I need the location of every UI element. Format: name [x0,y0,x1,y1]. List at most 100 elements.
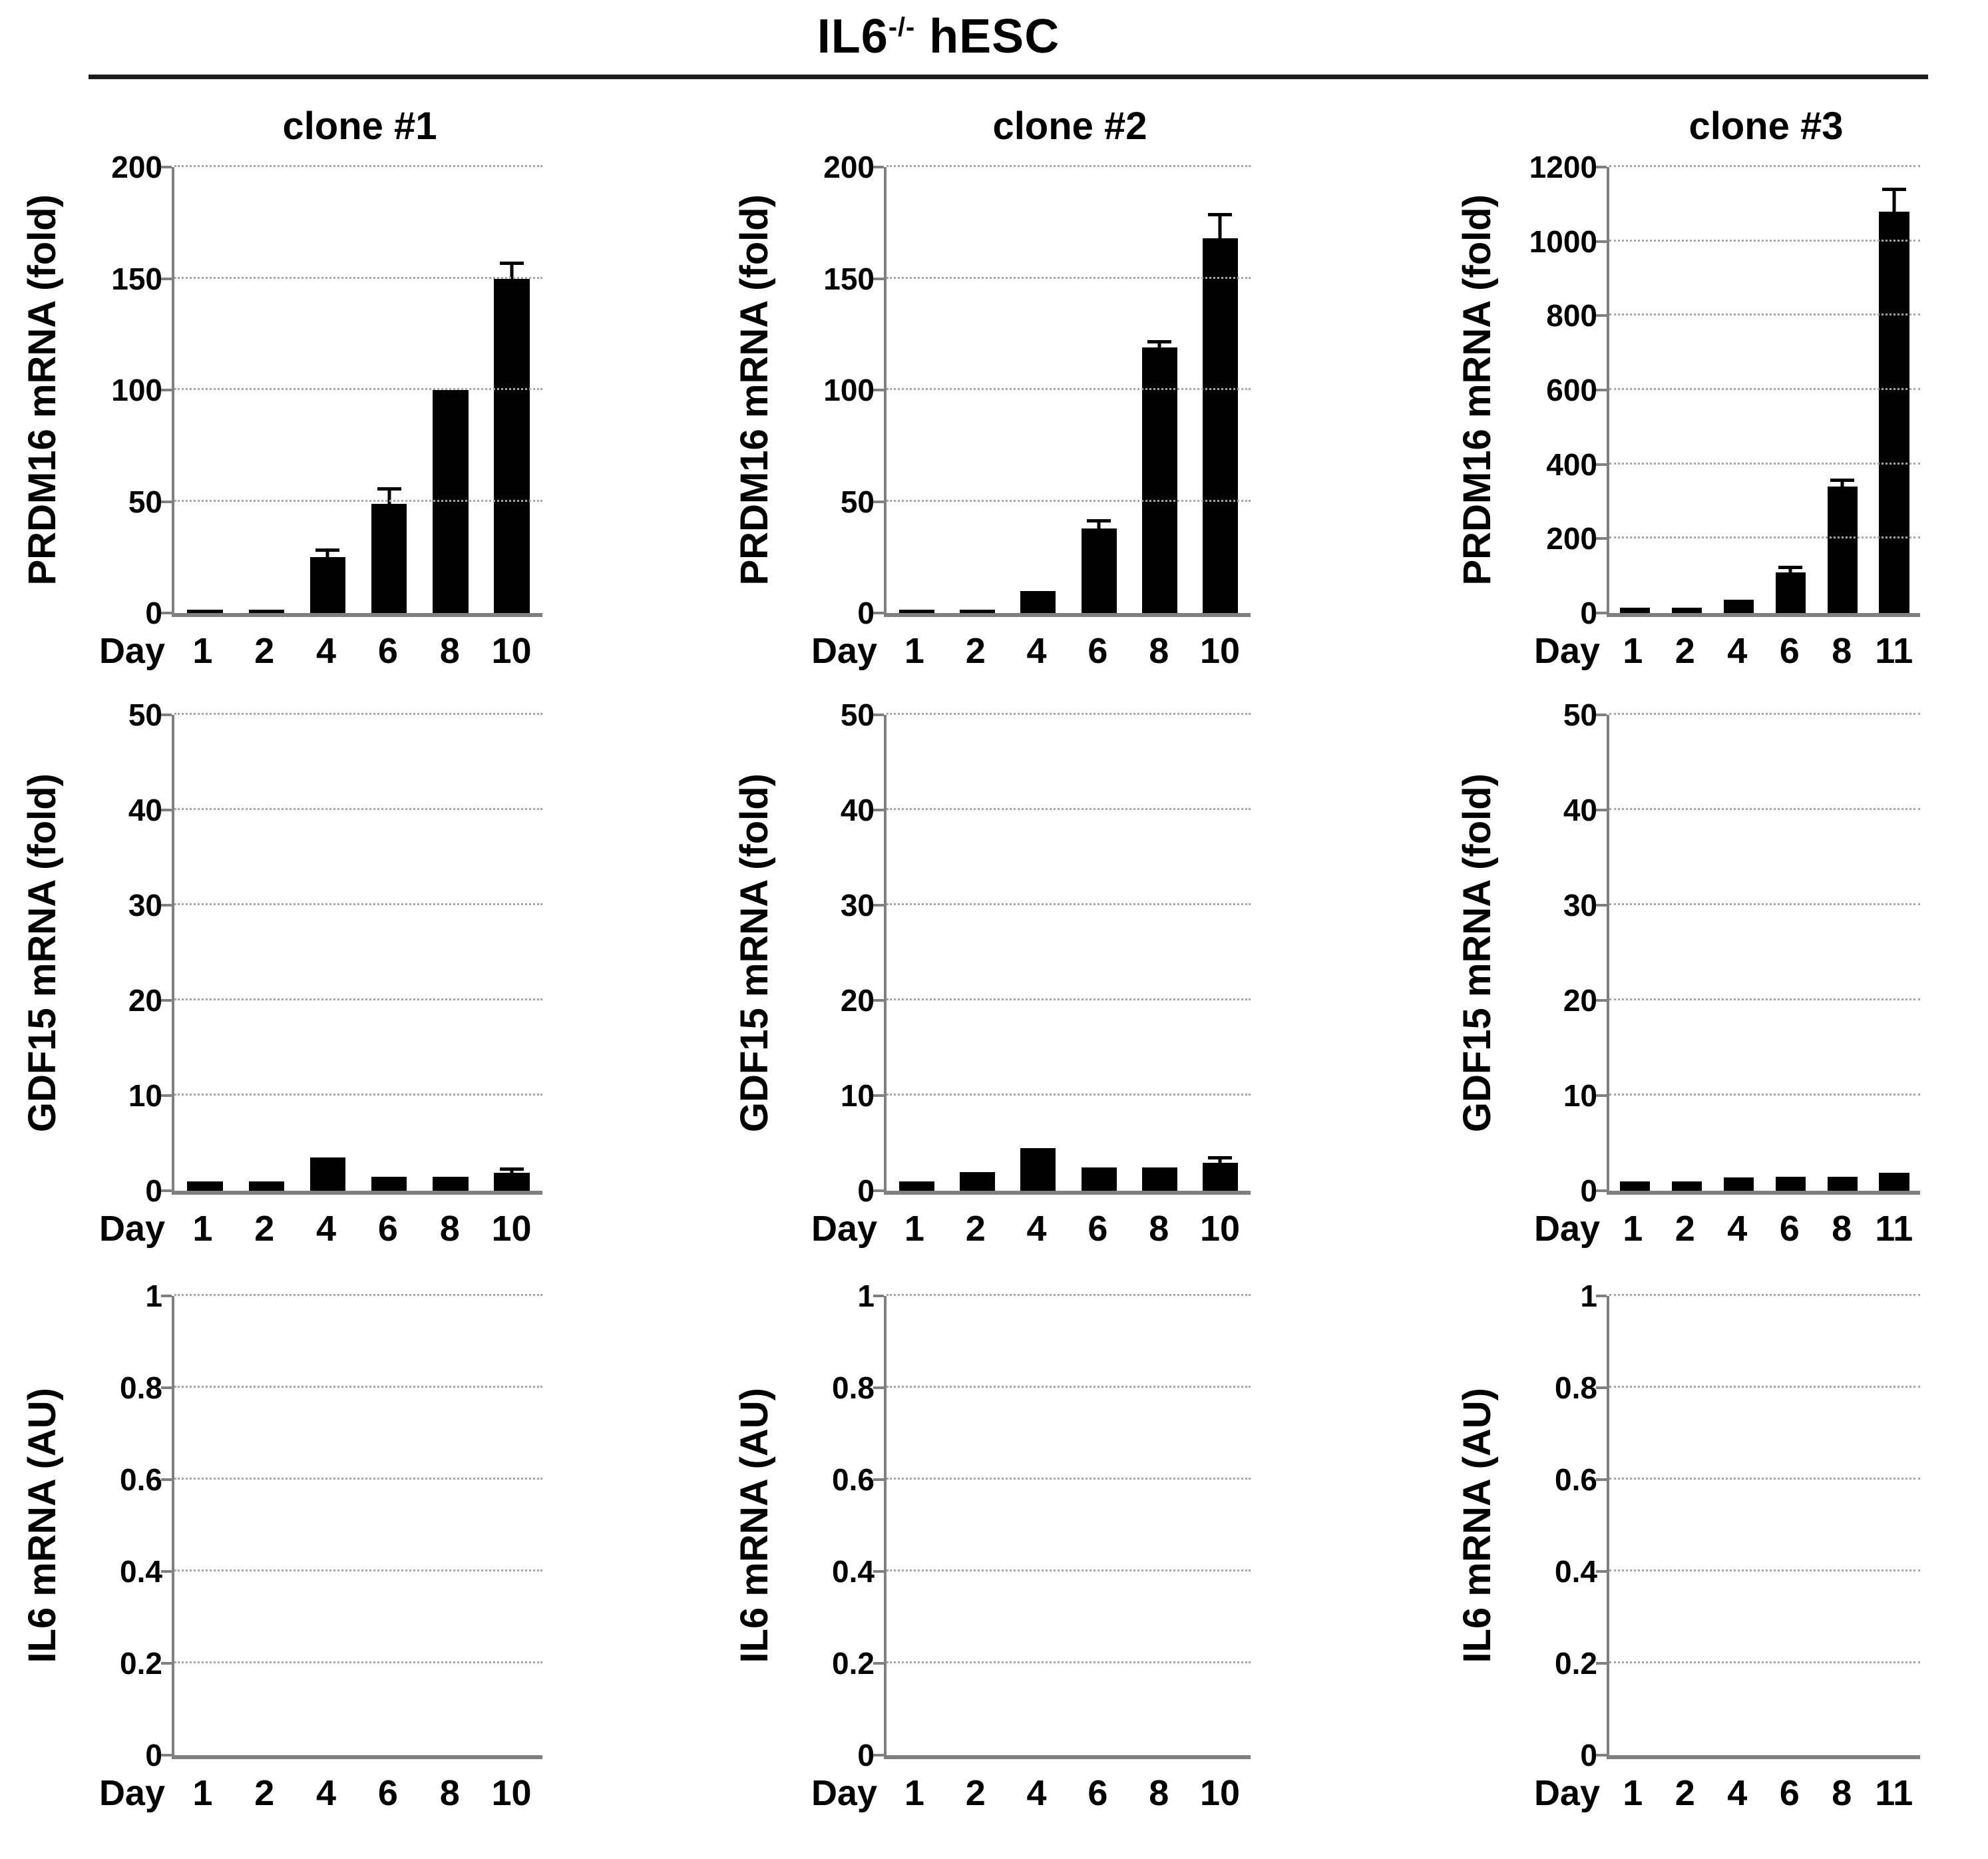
y-tick-label: 30 [840,888,875,923]
y-tick-labels: 0 0.2 0.4 0.6 0.8 1 [784,1281,884,1770]
x-tick-label: 11 [1875,631,1913,671]
x-axis-day-label: Day [99,1772,165,1813]
bars-row [174,167,542,613]
y-tick-label: 10 [840,1078,875,1114]
x-tick-label: 4 [1727,1209,1748,1249]
error-bar [1087,519,1111,528]
y-tick-label: 40 [1563,793,1597,828]
bar [1672,607,1702,613]
bar [494,1167,530,1191]
x-tick-label: 10 [1200,1209,1241,1249]
bar [1827,479,1858,613]
y-tick-mark [161,1478,172,1481]
x-tick-label: 8 [1149,631,1169,671]
plot-area [1596,713,1920,1195]
x-axis-day-label: Day [99,631,165,671]
error-bar-line [1840,482,1844,487]
x-axis-row: Day 1 2 4 6 8 11 [1447,631,1988,671]
y-tick-mark [873,1661,884,1665]
chart: clone #1 PRDM16 mRNA (fold) 0 50 100 150 200… [0,103,662,671]
bar [187,1181,223,1191]
y-tick-label: 50 [1563,698,1597,733]
bars-row [174,1296,542,1755]
y-axis-title: GDF15 mRNA (fold) [732,773,776,1133]
x-tick-label: 2 [254,1209,275,1249]
y-tick-mark [1596,612,1607,614]
bars-row [1609,167,1920,613]
x-tick-label: 8 [1832,631,1852,671]
gridline [174,1385,542,1388]
y-tick-label: 0.8 [120,1370,162,1405]
gridline [887,1661,1251,1663]
y-tick-mark [1596,1478,1607,1481]
y-tick-label: 40 [128,793,162,828]
y-axis-title-wrap: PRDM16 mRNA (fold) [724,167,784,613]
bar-slot [1868,1296,1920,1755]
y-tick-label: 1 [1580,1278,1597,1313]
bar [1724,1177,1754,1191]
y-axis-title: IL6 mRNA (AU) [1455,1388,1499,1663]
x-tick-label: 10 [491,1772,532,1813]
gridline [887,903,1251,906]
y-tick-mark [161,1189,172,1193]
y-axis-title-wrap: PRDM16 mRNA (fold) [1447,167,1507,613]
bar-slot [174,1296,236,1755]
y-tick-mark [1596,1294,1607,1297]
error-bar [1882,188,1907,212]
bar-slot [947,1296,1008,1755]
gridline [174,1569,542,1571]
gridline [174,276,542,279]
bars-row [1609,715,1920,1191]
y-tick-label: 0 [145,596,162,630]
chart: IL6 mRNA (AU) 0 0.2 0.4 0.6 0.8 1 Day 1 2 4 6 8 11 [1325,1281,1988,1813]
bar-slot [1190,715,1251,1191]
gridline [1609,903,1920,906]
y-tick-label: 0 [1580,1737,1597,1772]
bar [494,262,530,613]
y-tick-mark [161,809,172,812]
y-tick-mark [161,612,172,614]
bar-slot [1069,1296,1129,1755]
y-tick-label: 50 [840,698,875,733]
error-bar [499,262,524,279]
y-tick-mark [1596,389,1607,391]
chart: IL6 mRNA (AU) 0 0.2 0.4 0.6 0.8 1 Day 1 2 4 6 8 10 [0,1281,662,1813]
bar-slot [1868,715,1920,1191]
bar-slot [1868,167,1920,613]
y-tick-mark [873,277,884,280]
y-tick-mark [1596,1189,1607,1193]
bar-slot [236,1296,297,1755]
bar-slot [1816,167,1868,613]
x-axis-row: Day 1 2 4 6 8 10 [724,1773,1325,1813]
bar [1879,1173,1909,1191]
y-axis-title: PRDM16 mRNA (fold) [20,194,64,586]
chart-body: GDF15 mRNA (fold) 0 10 20 30 40 50 [12,700,662,1206]
gridline [174,388,542,390]
y-tick-label: 10 [1563,1078,1597,1114]
y-tick-mark [1596,1386,1607,1389]
bar [433,1176,469,1191]
bar [1620,607,1651,613]
gridline [174,1293,542,1296]
bar [1672,1181,1702,1191]
x-tick-label: 2 [254,631,275,671]
x-tick-labels: 1 2 4 6 8 10 [884,1773,1251,1813]
y-axis-title-wrap: GDF15 mRNA (fold) [1447,715,1507,1191]
bar-slot [1764,1296,1816,1755]
chart-body: IL6 mRNA (AU) 0 0.2 0.4 0.6 0.8 1 [724,1281,1325,1770]
y-tick-mark [1596,1753,1607,1756]
bar [1203,212,1238,613]
y-axis-title: IL6 mRNA (AU) [732,1388,776,1663]
bar-slot [481,1296,542,1755]
gridline [1609,1385,1920,1388]
x-tick-labels: 1 2 4 6 8 10 [884,1209,1251,1249]
y-tick-mark [1596,537,1607,540]
gridline [887,998,1251,1001]
gridline [887,1477,1251,1480]
bars-row [887,1296,1251,1755]
y-axis-title-wrap: PRDM16 mRNA (fold) [12,167,72,613]
bar-slot [1764,715,1816,1191]
y-tick-mark [161,999,172,1002]
